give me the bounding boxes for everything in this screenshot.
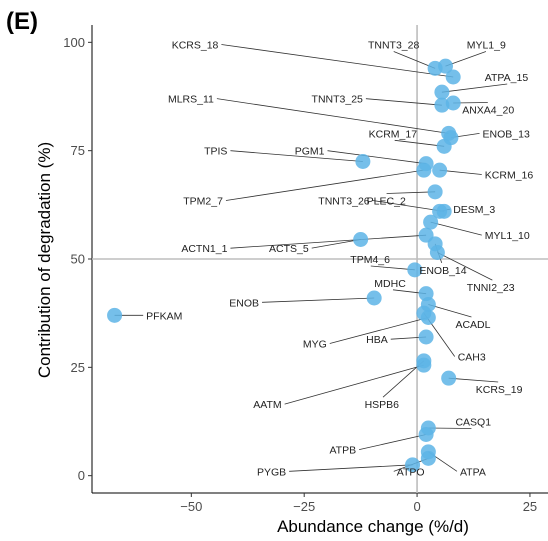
point-label-kcrm-16: KCRM_16 bbox=[485, 170, 534, 182]
leader-line bbox=[441, 83, 508, 93]
point-label-pfkam: PFKAM bbox=[146, 310, 182, 322]
point-label-tpis: TPIS bbox=[204, 146, 227, 158]
data-points bbox=[107, 58, 461, 473]
point-label-plec-2: PLEC_2 bbox=[367, 196, 406, 208]
panel-label: (E) bbox=[6, 8, 38, 35]
data-point-tnni2-23 bbox=[429, 245, 445, 260]
data-point-tnnt3-25 bbox=[434, 97, 450, 113]
point-label-cah3: CAH3 bbox=[458, 352, 486, 364]
point-label-kcrs-18: KCRS_18 bbox=[172, 40, 219, 52]
y-axis-title: Contribution of degradation (%) bbox=[35, 142, 54, 378]
point-label-pgm1: PGM1 bbox=[295, 146, 325, 158]
data-point-aatm bbox=[416, 357, 432, 373]
data-point-pygb bbox=[405, 457, 421, 473]
point-label-tnnt3-26: TNNT3_26 bbox=[318, 196, 370, 208]
point-label-hspb6: HSPB6 bbox=[365, 399, 400, 411]
data-point-atpo bbox=[420, 450, 436, 466]
leader-line bbox=[221, 44, 454, 78]
leader-line bbox=[225, 169, 424, 201]
data-point-tnnt3-28 bbox=[427, 60, 443, 76]
data-point-myl1-10 bbox=[423, 214, 439, 230]
point-label-myl1-10: MYL1_10 bbox=[485, 230, 530, 242]
leader-line bbox=[230, 150, 363, 162]
leader-line bbox=[372, 200, 445, 212]
leader-line bbox=[311, 239, 361, 249]
point-label-kcrs-19: KCRS_19 bbox=[476, 384, 523, 396]
leader-line bbox=[437, 252, 493, 281]
leader-line bbox=[365, 98, 442, 106]
data-point-tnnt3-26 bbox=[436, 203, 452, 219]
x-tick-label: 25 bbox=[523, 499, 537, 514]
leader-line bbox=[448, 377, 499, 383]
point-label-enob-14: ENOB_14 bbox=[419, 265, 466, 277]
data-point-kcrm-16 bbox=[432, 162, 448, 178]
x-tick-label: −25 bbox=[293, 499, 315, 514]
data-point-anxa4-20 bbox=[445, 95, 461, 111]
y-tick-label: 50 bbox=[71, 252, 85, 267]
point-label-tpm2-7: TPM2_7 bbox=[183, 196, 223, 208]
y-tick-label: 100 bbox=[63, 35, 85, 50]
x-tick-label: 0 bbox=[413, 499, 420, 514]
leader-line bbox=[430, 221, 482, 236]
leader-line bbox=[329, 317, 429, 344]
leader-line bbox=[284, 364, 424, 405]
data-point-acts-5 bbox=[353, 232, 369, 247]
data-point-atpb bbox=[418, 427, 434, 442]
point-labels: KCRS_18 TNNT3_28 MYL1_9 ATPA_15 MLRS_11 TNNT3… bbox=[146, 40, 533, 479]
data-point-enob bbox=[366, 290, 382, 306]
point-label-enob: ENOB bbox=[229, 297, 259, 309]
point-label-tnnt3-28: TNNT3_28 bbox=[368, 40, 420, 52]
leader-line bbox=[230, 234, 427, 249]
data-point-hba bbox=[418, 329, 434, 345]
point-label-tnnt3-25: TNNT3_25 bbox=[312, 94, 364, 106]
point-label-kcrm-17: KCRM_17 bbox=[369, 128, 418, 140]
point-label-desm-3: DESM_3 bbox=[453, 204, 495, 216]
point-label-actn1-1: ACTN1_1 bbox=[181, 243, 227, 255]
x-tick-label: −50 bbox=[180, 499, 202, 514]
point-label-atpa-15: ATPA_15 bbox=[485, 72, 529, 84]
data-point-tpis bbox=[355, 154, 371, 169]
point-label-atpo: ATPO bbox=[397, 466, 425, 478]
point-label-atpa: ATPA bbox=[460, 466, 486, 478]
y-tick-label: 75 bbox=[71, 143, 85, 158]
point-label-tpm4-6: TPM4_6 bbox=[350, 254, 390, 266]
leader-line bbox=[386, 191, 436, 194]
data-point-tpm4-6 bbox=[407, 262, 423, 278]
point-label-pygb: PYGB bbox=[257, 466, 286, 478]
leader-line bbox=[216, 98, 449, 134]
data-point-plec-2 bbox=[427, 184, 443, 200]
point-label-acts-5: ACTS_5 bbox=[269, 243, 309, 255]
point-label-atpb: ATPB bbox=[329, 445, 356, 457]
point-label-myg: MYG bbox=[303, 339, 327, 351]
point-label-acadl: ACADL bbox=[455, 319, 490, 331]
point-label-mlrs-11: MLRS_11 bbox=[168, 94, 214, 106]
data-point-kcrs-18 bbox=[445, 69, 461, 85]
data-point-myg bbox=[420, 310, 436, 325]
leader-line bbox=[394, 139, 445, 147]
y-tick-label: 25 bbox=[71, 360, 85, 375]
leader-line bbox=[289, 464, 413, 472]
point-label-anxa4-20: ANXA4_20 bbox=[462, 105, 514, 117]
data-point-kcrs-19 bbox=[441, 370, 457, 386]
point-label-mdhc: MDHC bbox=[374, 278, 406, 290]
point-label-enob-13: ENOB_13 bbox=[483, 128, 530, 140]
point-label-aatm: AATM bbox=[253, 399, 281, 411]
y-tick-label: 0 bbox=[78, 468, 85, 483]
leader-line bbox=[262, 297, 375, 303]
data-point-atpa-15 bbox=[434, 84, 450, 100]
point-label-myl1-9: MYL1_9 bbox=[467, 40, 506, 52]
data-point-kcrm-17 bbox=[436, 138, 452, 154]
leader-line bbox=[327, 150, 427, 165]
data-point-tpm2-7 bbox=[416, 162, 432, 178]
leader-line bbox=[359, 434, 427, 451]
point-label-casq1: CASQ1 bbox=[455, 417, 491, 429]
x-axis-title: Abundance change (%/d) bbox=[277, 517, 469, 536]
point-label-tnni2-23: TNNI2_23 bbox=[467, 282, 515, 294]
point-label-hba: HBA bbox=[366, 334, 388, 346]
data-point-pfkam bbox=[107, 307, 123, 323]
chart-axes: −50 −25 0 25 0 25 50 75 100 bbox=[63, 25, 548, 514]
